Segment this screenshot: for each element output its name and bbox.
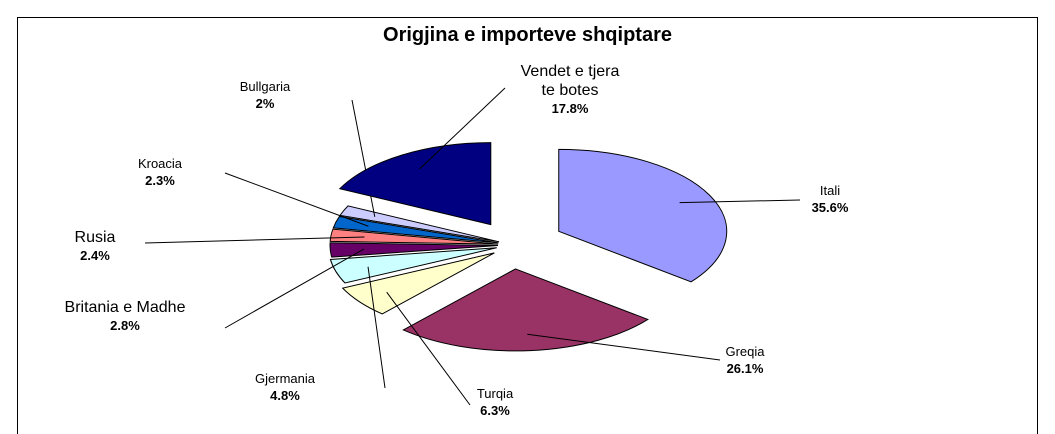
leader-line: [367, 266, 386, 389]
pie-slice: [341, 252, 495, 315]
category-label: Kroacia: [137, 156, 183, 171]
value-label: 2%: [255, 96, 275, 111]
value-label: 6.3%: [480, 403, 510, 418]
leader-line: [144, 236, 365, 244]
pie-slice: [558, 148, 728, 283]
leader-line: [679, 199, 801, 204]
value-label: 2.8%: [110, 318, 140, 333]
pie-slice: [339, 205, 500, 243]
slice-label: Bullgaria 2%: [210, 78, 320, 112]
slice-label: Britania e Madhe 2.8%: [60, 298, 190, 334]
chart-frame: [17, 17, 1038, 434]
leader-line: [351, 99, 376, 217]
value-label: 4.8%: [270, 388, 300, 403]
value-label: 2.4%: [80, 248, 110, 263]
chart-title: Origjina e importeve shqiptare: [383, 24, 672, 46]
pie-slice: [402, 268, 649, 352]
category-label: Bullgaria: [239, 79, 291, 94]
slice-label: Gjermania 4.8%: [230, 370, 340, 404]
pie-slice: [338, 142, 492, 226]
category-label: Turqia: [476, 386, 514, 401]
value-label: 26.1%: [726, 361, 764, 376]
leader-line: [527, 333, 721, 361]
pie-slice: [332, 215, 499, 244]
leader-line: [224, 248, 365, 329]
category-label: Gjermania: [255, 371, 315, 386]
category-label: Itali: [819, 183, 841, 198]
category-label: Britania e Madhe: [64, 299, 186, 316]
slice-label: Itali 35.6%: [775, 182, 885, 216]
leader-line: [224, 172, 369, 227]
value-label: 17.8%: [551, 101, 589, 116]
leader-line: [419, 87, 506, 170]
slice-label: Turqia 6.3%: [440, 385, 550, 419]
slice-label: Vendet e tjera te botes 17.8%: [515, 62, 625, 117]
value-label: 2.3%: [145, 173, 175, 188]
slice-label: Rusia 2.4%: [30, 228, 160, 264]
pie-slice: [329, 247, 497, 284]
category-label: Greqia: [725, 344, 765, 359]
slice-label: Kroacia 2.3%: [105, 155, 215, 189]
value-label: 35.6%: [811, 200, 849, 215]
leader-line: [386, 291, 471, 406]
slice-label: Greqia 26.1%: [690, 343, 800, 377]
pie-slice: [329, 228, 499, 245]
category-label: Rusia: [74, 229, 116, 246]
category-label: Vendet e tjera te botes: [520, 63, 620, 99]
pie-slice: [329, 242, 499, 258]
